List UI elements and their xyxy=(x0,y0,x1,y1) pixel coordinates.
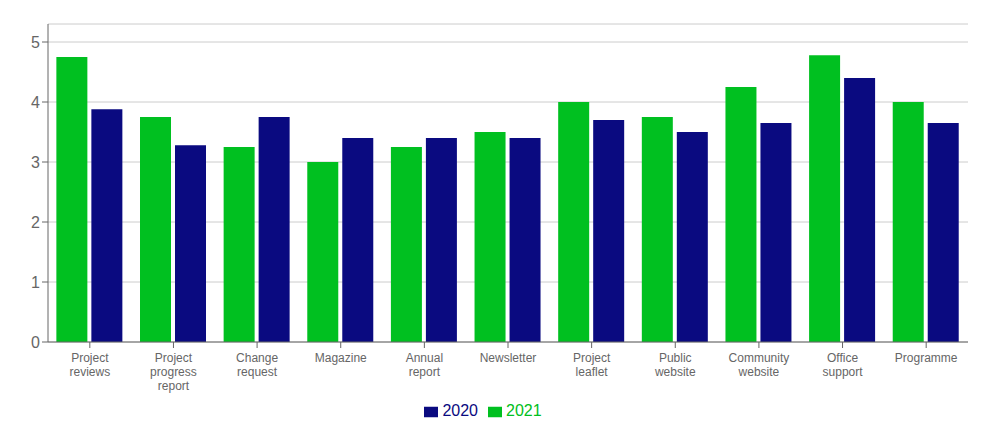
svg-text:3: 3 xyxy=(31,154,40,171)
svg-text:2: 2 xyxy=(31,214,40,231)
svg-text:Projectreviews: Projectreviews xyxy=(69,351,110,379)
svg-text:0: 0 xyxy=(31,334,40,351)
svg-text:Projectprogressreport: Projectprogressreport xyxy=(150,351,197,393)
html-text:2021: 2021 xyxy=(506,402,542,419)
svg-text:4: 4 xyxy=(31,94,40,111)
svg-text:Programme: Programme xyxy=(895,351,958,365)
svg-text:Communitywebsite: Communitywebsite xyxy=(729,351,790,379)
svg-text:Publicwebsite: Publicwebsite xyxy=(654,351,696,379)
svg-text:Annualreport: Annualreport xyxy=(406,351,443,379)
svg-text:Changerequest: Changerequest xyxy=(236,351,278,379)
svg-text:1: 1 xyxy=(31,274,40,291)
svg-text:5: 5 xyxy=(31,34,40,51)
html-text:2020: 2020 xyxy=(442,402,478,419)
svg-text:Magazine: Magazine xyxy=(315,351,367,365)
svg-text:Projectleaflet: Projectleaflet xyxy=(573,351,611,379)
svg-text:Officesupport: Officesupport xyxy=(823,351,864,379)
svg-text:Newsletter: Newsletter xyxy=(480,351,537,365)
